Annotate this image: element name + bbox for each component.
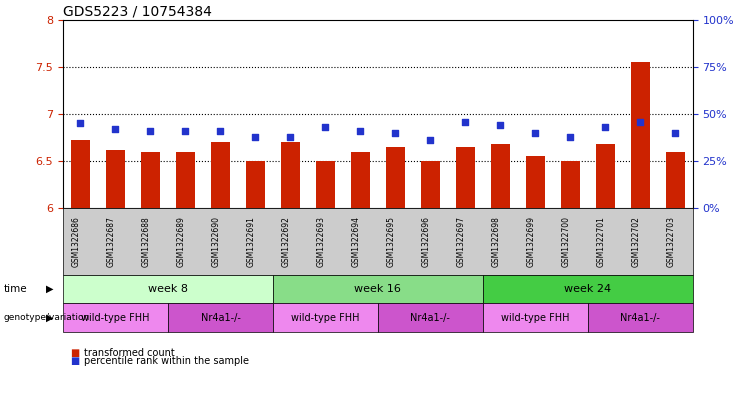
Text: percentile rank within the sample: percentile rank within the sample [84, 356, 249, 366]
Point [110, 126, 122, 132]
Text: GSM1322703: GSM1322703 [666, 216, 675, 267]
Bar [176, 152, 195, 208]
Text: GSM1322687: GSM1322687 [107, 216, 116, 267]
Text: wild-type FHH: wild-type FHH [82, 312, 150, 323]
Text: GSM1322701: GSM1322701 [597, 216, 605, 267]
Text: Nr4a1-/-: Nr4a1-/- [411, 312, 451, 323]
Point [669, 130, 681, 136]
Text: GSM1322690: GSM1322690 [211, 216, 221, 267]
Bar [350, 152, 370, 208]
Point [565, 134, 576, 140]
Bar [106, 150, 125, 208]
Point [144, 128, 156, 134]
Text: transformed count: transformed count [84, 348, 174, 358]
Text: GSM1322693: GSM1322693 [316, 216, 325, 267]
Bar [526, 156, 545, 208]
Bar [596, 144, 615, 208]
Point [494, 122, 506, 129]
Bar [246, 161, 265, 208]
Text: wild-type FHH: wild-type FHH [501, 312, 570, 323]
Text: GDS5223 / 10754384: GDS5223 / 10754384 [63, 4, 212, 18]
Text: week 24: week 24 [565, 284, 611, 294]
Bar [421, 161, 440, 208]
Point [459, 118, 471, 125]
Text: wild-type FHH: wild-type FHH [291, 312, 359, 323]
Point [354, 128, 366, 134]
Point [425, 137, 436, 143]
Text: GSM1322695: GSM1322695 [386, 216, 396, 267]
Text: GSM1322696: GSM1322696 [422, 216, 431, 267]
Point [250, 134, 262, 140]
Bar [281, 142, 300, 208]
Text: GSM1322688: GSM1322688 [142, 216, 150, 267]
Point [215, 128, 227, 134]
Text: GSM1322686: GSM1322686 [71, 216, 81, 267]
Text: GSM1322699: GSM1322699 [526, 216, 535, 267]
Text: week 8: week 8 [148, 284, 188, 294]
Bar [491, 144, 510, 208]
Bar [456, 147, 475, 208]
Text: ▶: ▶ [46, 284, 53, 294]
Text: ■: ■ [70, 356, 79, 366]
Bar [141, 152, 160, 208]
Text: Nr4a1-/-: Nr4a1-/- [201, 312, 240, 323]
Point [599, 124, 611, 130]
Text: week 16: week 16 [354, 284, 402, 294]
Point [390, 130, 402, 136]
Bar [386, 147, 405, 208]
Point [529, 130, 541, 136]
Text: ■: ■ [70, 348, 79, 358]
Bar [561, 161, 580, 208]
Text: genotype/variation: genotype/variation [4, 313, 90, 322]
Point [75, 120, 87, 127]
Bar [211, 142, 230, 208]
Point [179, 128, 191, 134]
Bar [665, 152, 685, 208]
Text: Nr4a1-/-: Nr4a1-/- [620, 312, 660, 323]
Text: GSM1322702: GSM1322702 [631, 216, 640, 267]
Bar [71, 140, 90, 208]
Text: time: time [4, 284, 27, 294]
Text: GSM1322692: GSM1322692 [282, 216, 290, 267]
Text: GSM1322694: GSM1322694 [351, 216, 360, 267]
Point [285, 134, 296, 140]
Text: ▶: ▶ [46, 312, 53, 323]
Text: GSM1322689: GSM1322689 [176, 216, 185, 267]
Text: GSM1322691: GSM1322691 [247, 216, 256, 267]
Text: GSM1322698: GSM1322698 [491, 216, 500, 267]
Text: GSM1322700: GSM1322700 [562, 216, 571, 267]
Point [634, 118, 646, 125]
Bar [316, 161, 335, 208]
Point [319, 124, 331, 130]
Text: GSM1322697: GSM1322697 [456, 216, 465, 267]
Bar [631, 62, 650, 208]
